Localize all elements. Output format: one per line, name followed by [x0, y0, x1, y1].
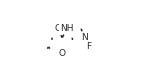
Text: NH: NH	[60, 24, 74, 33]
Text: N: N	[81, 33, 88, 42]
Text: F: F	[86, 42, 91, 51]
Text: O: O	[54, 24, 61, 33]
Text: O: O	[59, 49, 66, 58]
